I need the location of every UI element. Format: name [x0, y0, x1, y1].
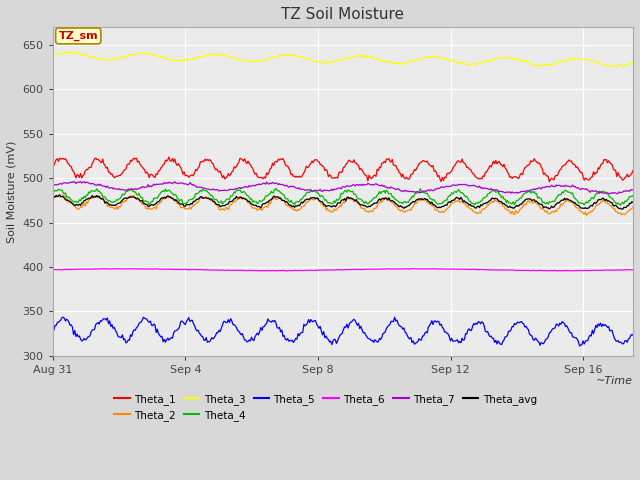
Theta_3 [525, 60, 533, 66]
Theta_1 [49, 162, 56, 168]
Theta_7 [49, 181, 56, 187]
Theta_1 [364, 178, 372, 184]
Text: ~Time: ~Time [596, 375, 633, 385]
Theta_3 [329, 59, 337, 65]
Theta_2 [49, 196, 56, 202]
Theta_7 [629, 187, 637, 192]
Theta_avg [56, 192, 63, 198]
Theta_4 [272, 186, 280, 192]
Legend: Theta_1, Theta_2, Theta_3, Theta_4, Theta_5, Theta_6, Theta_7, Theta_avg: Theta_1, Theta_2, Theta_3, Theta_4, Thet… [114, 394, 537, 421]
Theta_5 [329, 338, 337, 344]
Y-axis label: Soil Moisture (mV): Soil Moisture (mV) [7, 140, 17, 243]
Line: Theta_avg: Theta_avg [52, 195, 633, 209]
Theta_6 [618, 267, 625, 273]
Theta_3 [364, 53, 372, 59]
Theta_1 [329, 175, 337, 181]
Theta_7 [396, 187, 403, 192]
Theta_avg [49, 195, 56, 201]
Theta_2 [525, 199, 533, 205]
Theta_avg [629, 200, 637, 205]
Theta_7 [326, 188, 333, 193]
Theta_4 [525, 187, 533, 193]
Theta_5 [525, 331, 533, 337]
Theta_5 [49, 329, 56, 335]
Theta_3 [618, 63, 625, 69]
Theta_4 [618, 201, 625, 207]
Theta_6 [629, 267, 637, 273]
Theta_5 [618, 340, 625, 346]
Theta_3 [64, 49, 72, 55]
Theta_1 [396, 170, 403, 176]
Theta_6 [396, 266, 403, 272]
Theta_2 [396, 207, 403, 213]
Theta_6 [329, 267, 337, 273]
Theta_4 [396, 200, 403, 205]
Theta_avg [396, 204, 403, 210]
Line: Theta_2: Theta_2 [52, 195, 633, 215]
Theta_7 [525, 188, 533, 193]
Line: Theta_1: Theta_1 [52, 157, 633, 182]
Theta_4 [364, 201, 372, 207]
Theta_2 [60, 192, 67, 198]
Theta_5 [629, 332, 637, 338]
Theta_1 [545, 179, 553, 185]
Theta_avg [329, 203, 337, 209]
Line: Theta_4: Theta_4 [52, 189, 633, 205]
Line: Theta_6: Theta_6 [52, 269, 633, 271]
Line: Theta_5: Theta_5 [52, 317, 633, 346]
Theta_2 [326, 207, 333, 213]
Theta_5 [576, 343, 584, 349]
Theta_4 [629, 192, 637, 198]
Theta_1 [629, 168, 637, 173]
Theta_7 [618, 190, 625, 195]
Theta_4 [49, 190, 56, 195]
Theta_6 [527, 268, 534, 274]
Theta_4 [616, 202, 624, 208]
Theta_7 [613, 191, 621, 197]
Theta_6 [49, 267, 56, 273]
Theta_2 [582, 212, 590, 218]
Theta_3 [49, 52, 56, 58]
Theta_7 [364, 180, 372, 186]
Theta_2 [618, 212, 625, 217]
Theta_4 [326, 200, 333, 205]
Text: TZ_sm: TZ_sm [58, 31, 98, 41]
Theta_7 [329, 188, 337, 193]
Theta_6 [272, 268, 280, 274]
Theta_avg [616, 205, 624, 211]
Theta_1 [618, 175, 625, 181]
Theta_2 [329, 209, 337, 215]
Theta_5 [60, 314, 67, 320]
Theta_3 [326, 60, 333, 65]
Line: Theta_7: Theta_7 [52, 181, 633, 194]
Theta_2 [364, 208, 372, 214]
Theta_5 [396, 323, 403, 329]
Theta_avg [364, 204, 372, 210]
Theta_1 [165, 154, 173, 160]
Theta_3 [609, 64, 617, 70]
Title: TZ Soil Moisture: TZ Soil Moisture [282, 7, 404, 22]
Theta_6 [364, 266, 372, 272]
Theta_avg [326, 203, 333, 209]
Theta_7 [80, 179, 88, 184]
Theta_1 [525, 162, 533, 168]
Line: Theta_3: Theta_3 [52, 52, 633, 67]
Theta_1 [326, 172, 333, 178]
Theta_6 [410, 266, 418, 272]
Theta_avg [619, 206, 627, 212]
Theta_3 [629, 60, 637, 66]
Theta_3 [396, 60, 403, 66]
Theta_2 [629, 204, 637, 210]
Theta_4 [329, 201, 337, 206]
Theta_5 [364, 336, 372, 341]
Theta_5 [326, 339, 333, 345]
Theta_avg [525, 196, 533, 202]
Theta_6 [326, 267, 333, 273]
